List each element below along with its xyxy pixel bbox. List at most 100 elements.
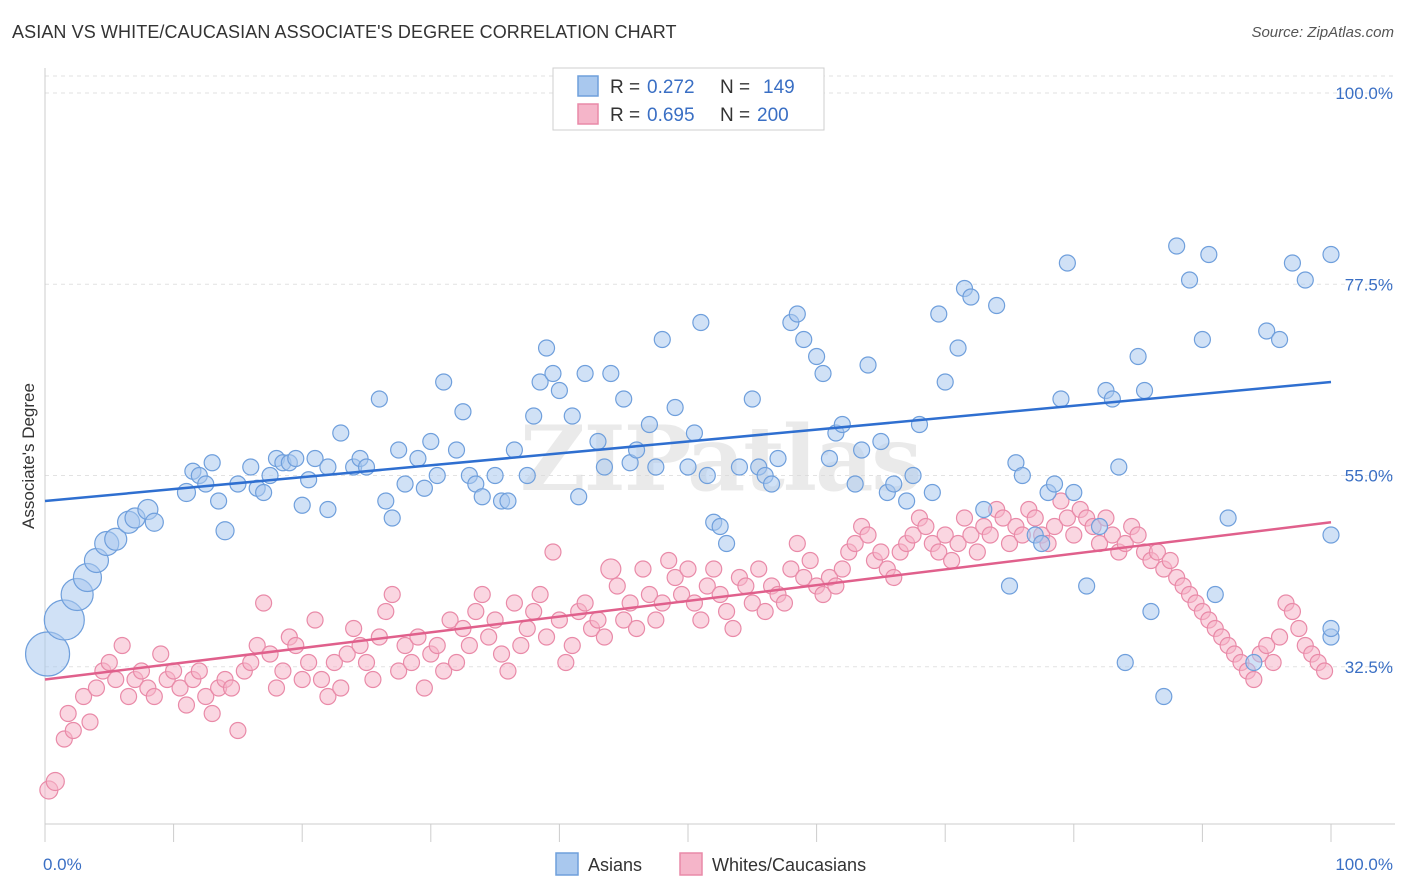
legend-n-label: N =	[720, 77, 750, 98]
asian-point-29	[306, 449, 324, 468]
white-point-49	[357, 653, 376, 672]
asian-point-128	[1129, 347, 1147, 366]
white-point-67	[473, 585, 491, 604]
white-point-193	[1283, 602, 1302, 621]
asian-point-42	[415, 479, 433, 497]
legend-swatch-whites	[577, 103, 599, 125]
asian-point-75	[685, 424, 704, 442]
asian-point-31	[319, 500, 337, 519]
white-point-141	[949, 534, 967, 553]
y-axis-label: Associate's Degree	[19, 383, 38, 529]
asian-point-146	[1322, 526, 1340, 544]
asian-point-132	[1168, 237, 1186, 255]
watermark: ZIPatlas	[520, 406, 920, 512]
asian-point-17	[215, 521, 235, 541]
x-tick-label-1: 100.0%	[1335, 855, 1393, 874]
white-point-86	[595, 628, 614, 646]
asian-point-110	[975, 500, 993, 519]
white-point-24	[197, 687, 215, 706]
white-point-11	[113, 636, 131, 655]
asian-point-67	[615, 390, 633, 408]
white-point-165	[1103, 526, 1121, 544]
asian-point-32	[332, 424, 350, 442]
white-point-62	[441, 611, 459, 629]
white-point-125	[846, 534, 864, 553]
white-point-92	[634, 560, 652, 578]
white-point-21	[177, 696, 196, 714]
asian-point-16	[210, 492, 228, 510]
white-point-102	[698, 577, 716, 595]
white-point-61	[435, 662, 453, 680]
white-point-41	[306, 611, 324, 629]
asian-point-97	[859, 356, 877, 374]
bottom-legend-swatch-whites	[679, 852, 703, 876]
asian-point-79	[711, 517, 729, 536]
asian-point-53	[499, 492, 517, 510]
legend-swatch-asians	[577, 75, 599, 97]
white-point-115	[782, 560, 800, 578]
asian-point-19	[242, 458, 260, 476]
asian-point-38	[383, 509, 401, 527]
white-point-76	[531, 585, 549, 604]
bottom-legend: Asians Whites/Caucasians	[555, 852, 866, 876]
asian-point-60	[550, 381, 569, 400]
y-tick-labels: 32.5% 55.0% 77.5% 100.0%	[1335, 84, 1393, 677]
bottom-legend-swatch-asians	[555, 852, 579, 876]
legend-r-value-whites: 0.695	[647, 105, 695, 126]
chart-source: Source: ZipAtlas.com	[1251, 24, 1394, 41]
asian-point-30	[319, 458, 337, 476]
white-point-134	[904, 526, 922, 544]
asian-point-137	[1219, 509, 1237, 527]
white-point-42	[312, 670, 331, 689]
white-point-156	[1045, 517, 1064, 536]
asian-point-86	[769, 449, 787, 468]
asian-point-58	[537, 339, 556, 357]
axes	[44, 68, 1395, 842]
white-point-148	[994, 509, 1012, 527]
asian-point-98	[872, 432, 890, 451]
asian-point-59	[544, 364, 562, 383]
asian-point-37	[377, 492, 395, 510]
white-point-33	[255, 594, 273, 612]
white-point-75	[525, 602, 543, 621]
white-point-99	[679, 560, 697, 578]
white-point-78	[544, 543, 562, 561]
asian-point-71	[647, 458, 665, 476]
white-point-139	[936, 526, 954, 544]
white-point-109	[743, 594, 761, 612]
white-point-97	[666, 568, 684, 587]
white-point-138	[930, 543, 948, 561]
y-tick-label-2: 77.5%	[1345, 275, 1393, 294]
white-point-153	[1026, 509, 1044, 527]
asian-point-144	[1322, 245, 1340, 264]
asian-point-57	[531, 373, 549, 391]
white-point-127	[859, 526, 877, 544]
white-point-25	[203, 704, 221, 723]
asian-point-140	[1270, 330, 1289, 349]
asian-point-14	[197, 475, 215, 493]
trend-lines	[44, 380, 1332, 681]
white-point-60	[428, 636, 446, 655]
asian-point-85	[762, 475, 781, 493]
white-point-63	[447, 653, 466, 672]
white-point-36	[274, 662, 292, 680]
legend-n-value-whites: 200	[757, 105, 789, 126]
white-point-3	[59, 704, 77, 723]
white-point-89	[615, 611, 633, 629]
white-point-129	[872, 543, 890, 561]
white-point-94	[647, 611, 665, 629]
asian-point-62	[570, 488, 588, 506]
white-point-111	[756, 602, 774, 621]
white-point-9	[100, 653, 118, 672]
asian-point-116	[1033, 534, 1051, 553]
white-point-96	[660, 551, 678, 570]
asian-point-134	[1193, 330, 1212, 349]
asian-point-129	[1135, 381, 1154, 400]
chart-title: ASIAN VS WHITE/CAUCASIAN ASSOCIATE'S DEG…	[12, 22, 677, 42]
asian-point-88	[788, 305, 806, 323]
white-point-40	[300, 653, 318, 672]
white-point-143	[962, 526, 980, 544]
white-point-66	[467, 602, 485, 621]
asian-point-77	[698, 466, 716, 485]
